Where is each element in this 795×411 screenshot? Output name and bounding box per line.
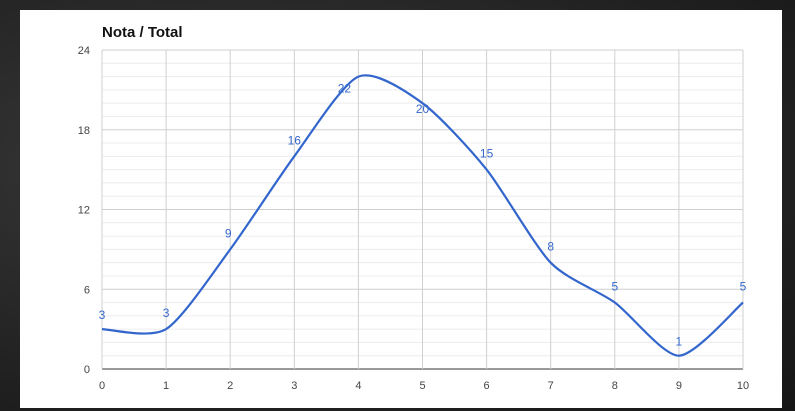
x-tick-label: 1 <box>163 380 169 392</box>
x-tick-label: 6 <box>484 380 490 392</box>
x-tick-label: 0 <box>99 380 105 392</box>
data-label: 5 <box>611 280 618 294</box>
y-tick-label: 24 <box>78 45 90 57</box>
x-tick-label: 3 <box>291 380 297 392</box>
y-tick-label: 0 <box>84 364 90 376</box>
y-tick-label: 6 <box>84 284 90 296</box>
series-line <box>101 74 744 357</box>
x-tick-label: 4 <box>355 380 361 392</box>
y-axis: 0 6 12 18 24 <box>78 45 90 376</box>
chart-title: Nota / Total <box>102 24 183 41</box>
x-tick-label: 8 <box>612 380 618 392</box>
x-tick-label: 9 <box>676 380 682 392</box>
x-tick-label: 7 <box>548 380 554 392</box>
x-tick-label: 5 <box>419 380 425 392</box>
data-label: 3 <box>163 306 170 320</box>
data-label: 16 <box>288 133 302 147</box>
x-axis: 0 1 2 3 4 5 6 7 8 9 10 <box>99 380 749 392</box>
y-tick-label: 12 <box>78 205 90 217</box>
data-label: 22 <box>338 82 352 96</box>
data-label: 8 <box>547 240 554 254</box>
data-label: 5 <box>740 280 747 294</box>
data-label: 3 <box>99 308 106 322</box>
data-label: 15 <box>480 147 494 161</box>
data-label: 1 <box>676 335 683 349</box>
x-tick-label: 2 <box>227 380 233 392</box>
data-label: 20 <box>416 102 430 116</box>
x-tick-label: 10 <box>737 380 749 392</box>
data-label: 9 <box>225 226 232 240</box>
major-gridlines <box>101 49 744 370</box>
y-tick-label: 18 <box>78 125 90 137</box>
